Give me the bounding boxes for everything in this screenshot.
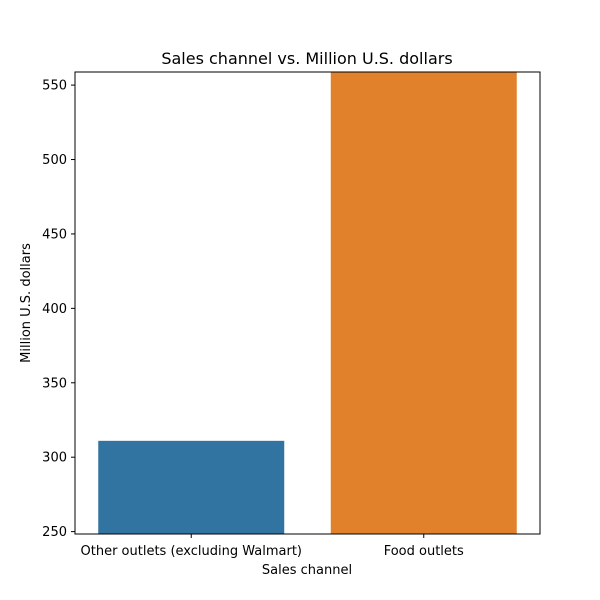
- y-tick-label: 350: [42, 376, 67, 391]
- y-tick-label: 400: [42, 302, 67, 317]
- bar-2: [330, 72, 517, 534]
- x-axis-label: Sales channel: [262, 563, 352, 578]
- y-axis-label: Million U.S. dollars: [19, 243, 34, 363]
- x-axis: Other outlets (excluding Walmart) Food ou…: [81, 534, 464, 559]
- y-tick-label: 550: [42, 79, 67, 94]
- bars: [98, 72, 517, 534]
- x-tick-label: Food outlets: [384, 544, 464, 559]
- bar-1: [98, 440, 285, 534]
- y-tick-label: 450: [42, 227, 67, 242]
- y-axis: 250 300 350 400 450 500 550: [42, 79, 75, 540]
- plot-frame: [74, 71, 541, 535]
- chart-title: Sales channel vs. Million U.S. dollars: [161, 49, 452, 68]
- x-tick-label: Other outlets (excluding Walmart): [81, 544, 302, 559]
- y-tick-label: 300: [42, 451, 67, 466]
- y-tick-label: 250: [42, 525, 67, 540]
- y-tick-label: 500: [42, 153, 67, 168]
